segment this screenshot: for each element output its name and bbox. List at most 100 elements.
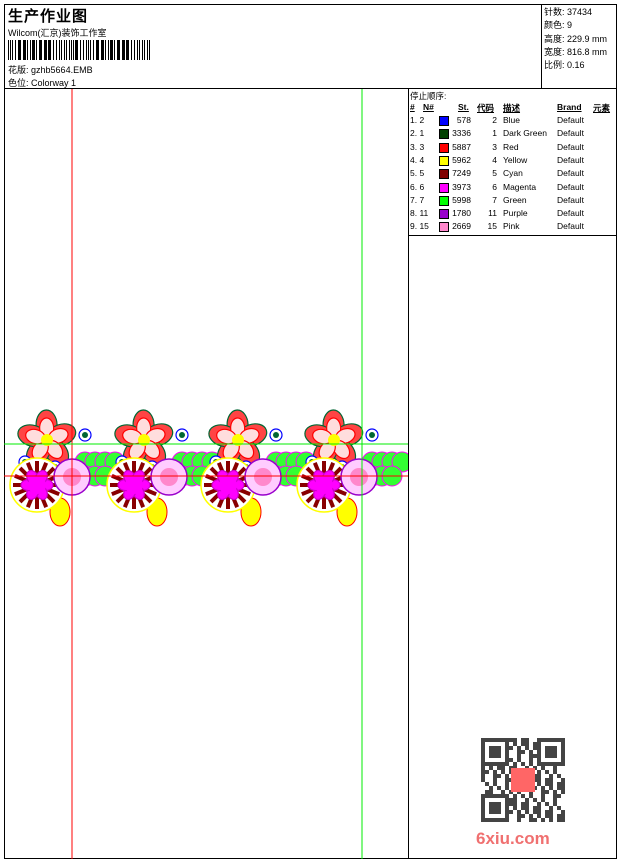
color-swatch [439, 116, 449, 126]
magenta-center [315, 476, 333, 494]
dark-red-ray [144, 487, 157, 497]
row-index: 4. 4 [410, 154, 425, 165]
colorway-label: 色位: [8, 78, 29, 88]
dark-red-ray [111, 473, 124, 483]
row-index: 8. 11 [410, 208, 429, 219]
colorway-value: Colorway 1 [31, 78, 77, 88]
header: 生产作业图 Wilcom(汇京)装饰工作室 花版: gzhb5664.EMB 色… [4, 4, 617, 89]
row-description: Purple [503, 208, 528, 219]
table-row: 6. 6 3973 6 Magenta Default [409, 182, 617, 195]
table-row: 1. 2 578 2 Blue Default [409, 115, 617, 128]
flower-center [232, 434, 244, 446]
table-row: 7. 7 5998 7 Green Default [409, 195, 617, 208]
row-description: Green [503, 194, 527, 205]
dark-red-ray [301, 473, 314, 483]
col-stitches: St. [458, 102, 469, 112]
row-index: 7. 7 [410, 194, 425, 205]
row-code: 4 [492, 154, 497, 165]
dark-red-ray [205, 473, 218, 483]
color-swatch [439, 195, 449, 206]
pink-center [160, 468, 178, 486]
design-info: 针数: 37434 颜色: 9 高度: 229.9 mm 宽度: 816.8 m… [541, 4, 617, 89]
stop-sequence-table: 停止顺序: # N# St. 代码 描述 Brand 元素 1. 2 578 2… [409, 89, 617, 236]
row-stitches: 5998 [452, 194, 471, 205]
row-stitches: 1780 [452, 208, 471, 219]
color-swatch [439, 169, 449, 180]
row-brand: Default [557, 128, 584, 139]
table-row: 4. 4 5962 4 Yellow Default [409, 155, 617, 168]
flower-center [41, 434, 53, 446]
embroidery-canvas [4, 89, 408, 859]
barcode [8, 40, 158, 60]
qr-code [481, 738, 565, 822]
stitch-count: 针数: 37434 [544, 7, 593, 17]
dark-red-ray [205, 487, 218, 497]
design-scale: 比例: 0.16 [544, 60, 585, 71]
magenta-center [28, 476, 46, 494]
page-frame [4, 4, 617, 859]
dark-red-ray [14, 473, 27, 483]
table-row: 3. 3 5887 3 Red Default [409, 142, 617, 155]
row-description: Red [503, 141, 519, 152]
design-label: 花版: [8, 65, 29, 75]
row-brand: Default [557, 141, 584, 152]
row-description: Blue [503, 115, 521, 125]
table-caption: 停止顺序: [410, 91, 447, 101]
design-width: 宽度: 816.8 mm [544, 46, 608, 57]
row-brand: Default [557, 115, 584, 125]
dark-red-ray [111, 487, 124, 497]
row-stitches: 578 [456, 115, 471, 125]
row-description: Cyan [503, 168, 523, 179]
table-row: 5. 5 7249 5 Cyan Default [409, 168, 617, 181]
row-stitches: 7249 [452, 168, 471, 179]
row-brand: Default [557, 194, 584, 205]
row-description: Yellow [503, 154, 528, 165]
row-brand: Default [557, 154, 584, 165]
row-index: 6. 6 [410, 181, 425, 192]
row-description: Pink [503, 221, 520, 232]
magenta-center [219, 476, 237, 494]
col-index: # [410, 102, 415, 112]
design-height: 高度: 229.9 mm [544, 33, 608, 44]
row-stitches: 3336 [452, 128, 471, 139]
magenta-center [125, 476, 143, 494]
row-index: 3. 3 [410, 141, 425, 152]
table-row: 8. 11 1780 11 Purple Default [409, 208, 617, 221]
design-file: 花版: gzhb5664.EMB [8, 63, 93, 76]
row-code: 5 [492, 168, 497, 179]
pink-center [254, 468, 272, 486]
color-swatch [439, 129, 449, 140]
dark-red-ray [301, 487, 314, 497]
color-swatch [439, 155, 449, 166]
row-brand: Default [557, 168, 584, 179]
design-value: gzhb5664.EMB [31, 65, 93, 75]
col-description: 描述 [503, 103, 521, 113]
pink-center [350, 468, 368, 486]
row-code: 7 [492, 194, 497, 205]
row-code: 15 [487, 221, 497, 232]
color-swatch [439, 222, 449, 233]
col-brand: Brand [557, 102, 582, 112]
green-bud-center [82, 432, 88, 438]
color-count: 颜色: 9 [544, 20, 573, 31]
table-row: 2. 1 3336 1 Dark Green Default [409, 128, 617, 141]
row-code: 2 [492, 115, 497, 125]
col-code: 代码 [477, 103, 495, 113]
flower-center [328, 434, 340, 446]
row-brand: Default [557, 221, 584, 232]
col-needle: N# [423, 102, 434, 112]
color-swatch [439, 182, 449, 193]
row-code: 6 [492, 181, 497, 192]
color-swatch [439, 142, 449, 153]
row-stitches: 3973 [452, 181, 471, 192]
page-title: 生产作业图 [8, 8, 89, 25]
row-index: 5. 5 [410, 168, 425, 179]
table-header: # N# St. 代码 描述 Brand 元素 [409, 102, 617, 115]
row-code: 1 [492, 128, 497, 139]
row-stitches: 5887 [452, 141, 471, 152]
dark-red-ray [14, 487, 27, 497]
dark-red-ray [334, 487, 347, 497]
row-stitches: 5962 [452, 154, 471, 165]
green-bud-center [179, 432, 185, 438]
colorway: 色位: Colorway 1 [8, 76, 76, 89]
